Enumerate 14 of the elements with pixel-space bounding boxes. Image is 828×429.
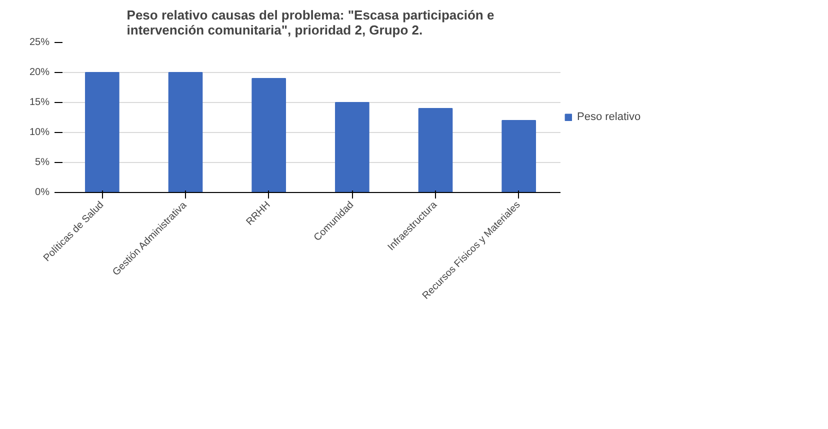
y-tick-label: 20% xyxy=(29,67,50,78)
bar xyxy=(252,78,286,192)
legend-label: Peso relativo xyxy=(577,111,641,123)
chart-title: Peso relativo causas del problema: "Escasa participación e intervención comunitaria", prioridad 2, Grupo 2. xyxy=(126,8,494,38)
y-tick-label: 15% xyxy=(29,97,50,108)
bar xyxy=(85,72,120,192)
y-tick-label: 0% xyxy=(35,187,50,198)
y-tick-label: 25% xyxy=(29,37,50,48)
bar xyxy=(418,108,453,192)
y-tick-label: 10% xyxy=(29,127,50,138)
bar xyxy=(335,102,370,192)
bar xyxy=(168,72,203,192)
bar xyxy=(502,120,536,192)
y-tick-label: 5% xyxy=(35,157,50,168)
